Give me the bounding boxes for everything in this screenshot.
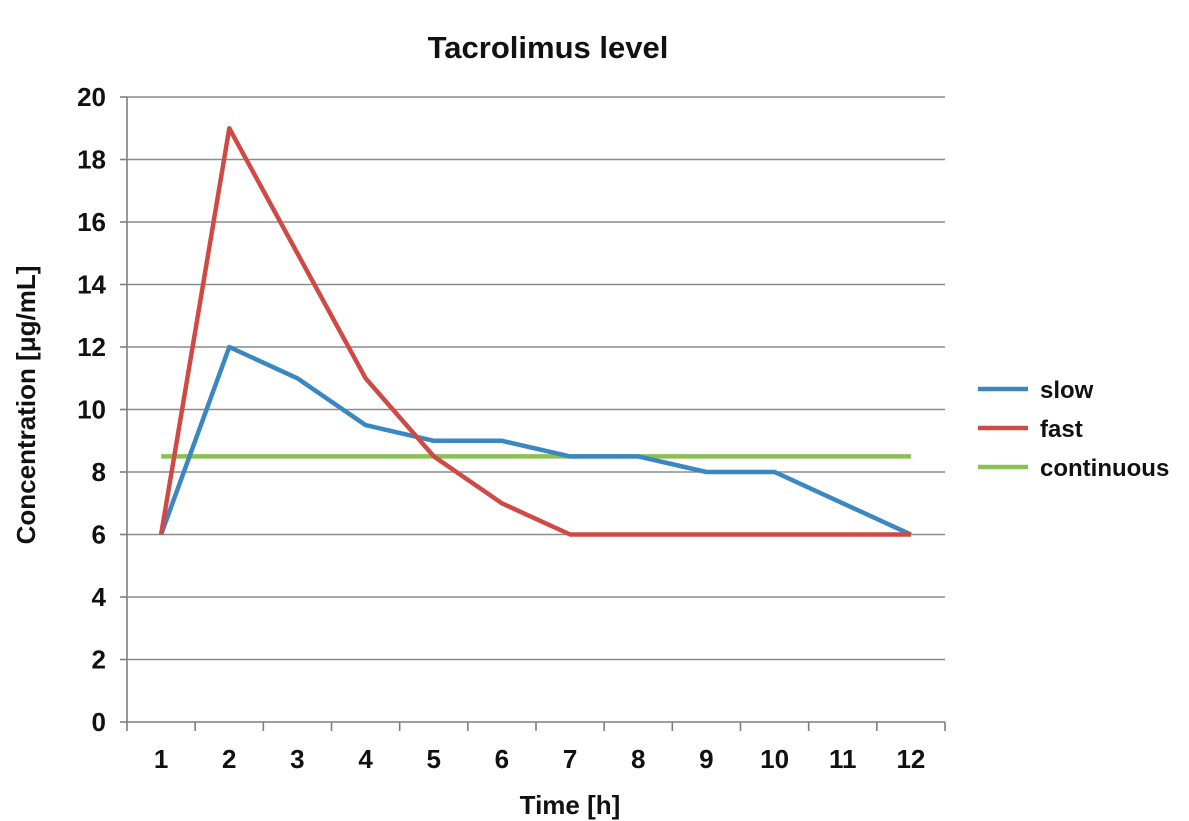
y-tick-labels: 0 2 4 6 8 10 12 14 16 18 20: [77, 82, 106, 737]
x-tick-label: 9: [699, 744, 713, 774]
x-tick-label: 8: [631, 744, 645, 774]
y-tick-label: 20: [77, 82, 106, 112]
y-tick-label: 12: [77, 332, 106, 362]
x-tick-label: 6: [495, 744, 509, 774]
chart-title: Tacrolimus level: [428, 30, 669, 65]
gridlines: [127, 96, 945, 661]
y-tick-label: 0: [92, 707, 106, 737]
x-tick-label: 12: [896, 744, 925, 774]
axes: [120, 96, 946, 731]
series-lines: [158, 126, 912, 537]
x-tick-label: 7: [563, 744, 577, 774]
y-tick-label: 6: [92, 520, 106, 550]
y-tick-label: 4: [92, 582, 107, 612]
x-tick-label: 11: [829, 744, 857, 774]
y-tick-label: 14: [77, 270, 106, 300]
y-tick-label: 16: [77, 207, 106, 237]
x-tick-label: 1: [154, 744, 168, 774]
x-axis-title: Time [h]: [520, 790, 621, 820]
series-line-slow: [158, 344, 912, 537]
y-tick-label: 8: [92, 457, 106, 487]
x-tick-label: 3: [290, 744, 304, 774]
y-axis-title: Concentration [μg/mL]: [11, 266, 41, 545]
y-tick-label: 10: [77, 395, 106, 425]
x-tick-label: 10: [760, 744, 789, 774]
legend-label-continuous: continuous: [1040, 455, 1169, 482]
x-tick-labels: 1 2 3 4 5 6 7 8 9 10 11 12: [154, 744, 926, 774]
legend: slow fast continuous: [978, 377, 1169, 482]
series-line-fast: [158, 126, 911, 537]
legend-label-fast: fast: [1040, 416, 1083, 443]
x-tick-label: 4: [358, 744, 373, 774]
y-tick-label: 2: [92, 645, 106, 675]
legend-label-slow: slow: [1040, 377, 1094, 404]
x-tick-label: 5: [427, 744, 441, 774]
y-tick-label: 18: [77, 145, 106, 175]
x-tick-label: 2: [222, 744, 236, 774]
